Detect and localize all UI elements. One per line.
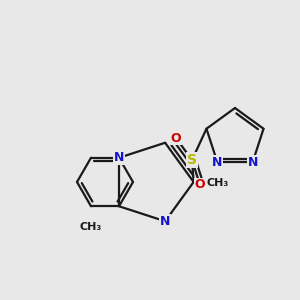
Text: N: N — [248, 156, 258, 169]
Text: O: O — [171, 131, 181, 145]
Text: N: N — [160, 215, 170, 228]
Text: N: N — [212, 156, 223, 169]
Text: CH₃: CH₃ — [206, 178, 229, 188]
Text: CH₃: CH₃ — [80, 222, 102, 232]
Text: O: O — [195, 178, 205, 191]
Text: S: S — [187, 153, 197, 167]
Text: N: N — [114, 151, 124, 164]
